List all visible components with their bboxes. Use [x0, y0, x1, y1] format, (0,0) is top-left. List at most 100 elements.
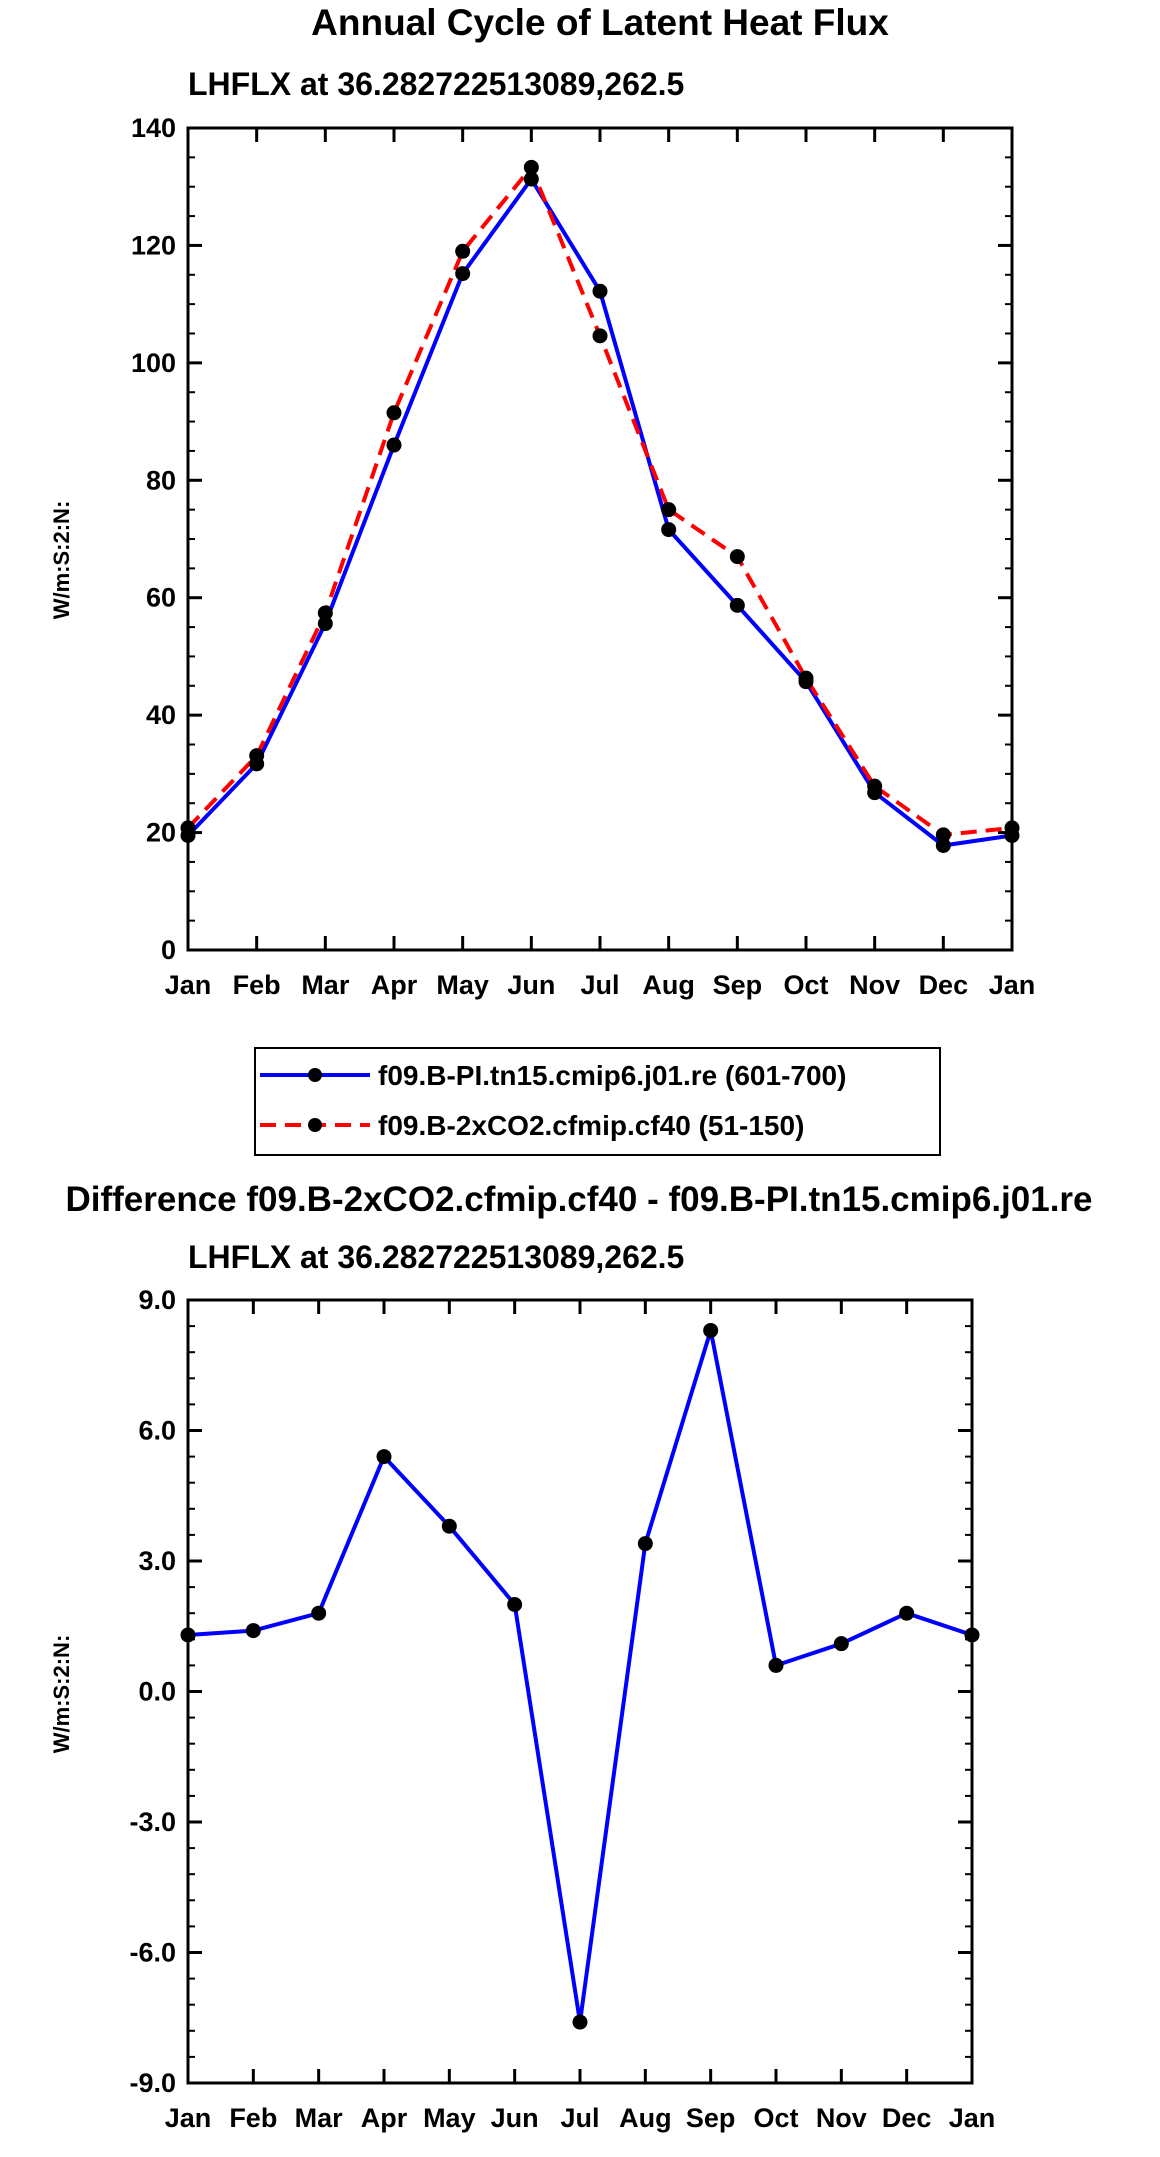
chart2-y-tick-labels: -9.0 -6.0 -3.0 0.0 3.0 6.0 9.0 [129, 1285, 176, 2098]
series-1-point [245, 1623, 261, 1639]
x-tick-label: Jun [491, 2103, 539, 2133]
x-tick-label: Feb [233, 970, 281, 1000]
x-tick-label: May [423, 2103, 476, 2133]
series-1-point [180, 1627, 196, 1643]
x-tick-label: Nov [816, 2103, 867, 2133]
x-tick-label: Apr [361, 2103, 408, 2133]
series-2-point [523, 159, 539, 175]
y-tick-label: 6.0 [138, 1416, 176, 1446]
series-1-point [311, 1605, 327, 1621]
y-tick-label: 140 [131, 113, 176, 143]
plot-frame [186, 1298, 974, 2085]
series-2-point [935, 827, 951, 843]
series-1-point [386, 437, 402, 453]
x-tick-label: Dec [882, 2103, 932, 2133]
y-tick-label: -6.0 [129, 1938, 176, 1968]
chart1-y-axis-label: W/m:S:2:N: [49, 501, 74, 620]
chart1-series-points [180, 159, 1020, 853]
legend-marker-series-1 [308, 1068, 322, 1082]
chart2-title: Difference f09.B-2xCO2.cfmip.cf40 - f09.… [65, 1180, 1092, 1219]
series-2-point [249, 748, 265, 764]
series-2-point [661, 502, 677, 518]
series-2-point [386, 405, 402, 421]
series-1-point [376, 1449, 392, 1465]
y-tick-label: 80 [146, 465, 176, 495]
legend-box [254, 1047, 941, 1156]
series-2-point [729, 549, 745, 565]
series-line-2 [186, 165, 1013, 837]
y-tick-label: 20 [146, 818, 176, 848]
chart2-x-tick-labels: Jan Feb Mar Apr May Jun Jul Aug Sep Oct Nov Dec Jan [165, 2103, 996, 2133]
chart1-x-tick-labels: Jan Feb Mar Apr May Jun Jul Aug Sep Oct Nov Dec Jan [165, 970, 1036, 1000]
x-tick-label: Oct [783, 970, 828, 1000]
y-tick-label: 100 [131, 348, 176, 378]
x-tick-label: Jan [989, 970, 1036, 1000]
series-1-point [899, 1605, 915, 1621]
series-2-point [317, 605, 333, 621]
series-2-point [867, 778, 883, 794]
chart1-title: Annual Cycle of Latent Heat Flux [311, 2, 889, 43]
chart1-axes [186, 126, 1014, 952]
y-tick-label: -9.0 [129, 2068, 176, 2098]
x-tick-label: Mar [295, 2103, 344, 2133]
chart1-series-lines [186, 165, 1013, 848]
chart2-subtitle: LHFLX at 36.282722513089,262.5 [188, 1239, 684, 1275]
series-1-point [317, 616, 333, 632]
x-tick-label: Oct [753, 2103, 798, 2133]
x-tick-label: Nov [849, 970, 900, 1000]
legend-label-series-2: f09.B-2xCO2.cfmip.cf40 (51-150) [378, 1110, 804, 1141]
series-1-point [964, 1627, 980, 1643]
x-tick-label: Jul [580, 970, 619, 1000]
series-1-point [523, 171, 539, 187]
y-tick-label: 9.0 [138, 1285, 176, 1315]
x-tick-label: Jun [507, 970, 555, 1000]
chart2-series-lines [187, 1328, 973, 2025]
x-tick-label: Jan [165, 2103, 212, 2133]
legend-marker-series-2 [308, 1118, 322, 1132]
series-1-point [441, 1518, 457, 1534]
plot-frame [186, 126, 1014, 952]
series-2-point [592, 328, 608, 344]
x-tick-label: Jan [949, 2103, 996, 2133]
x-tick-label: May [436, 970, 489, 1000]
x-tick-label: Jul [560, 2103, 599, 2133]
series-line-1 [187, 1328, 973, 2025]
chart1-legend: f09.B-PI.tn15.cmip6.j01.re (601-700) f09… [254, 1047, 941, 1156]
annual-cycle-chart: Annual Cycle of Latent Heat Flux LHFLX a… [49, 2, 1036, 1156]
series-line-1 [186, 177, 1013, 848]
chart1-subtitle: LHFLX at 36.282722513089,262.5 [188, 66, 684, 102]
y-tick-label: 0 [161, 935, 176, 965]
series-1-point [703, 1322, 719, 1338]
x-tick-label: Jan [165, 970, 212, 1000]
legend-label-series-1: f09.B-PI.tn15.cmip6.j01.re (601-700) [378, 1060, 846, 1091]
series-1-point [637, 1536, 653, 1552]
x-tick-label: Dec [919, 970, 969, 1000]
series-1-point [455, 266, 471, 282]
series-1-point [661, 522, 677, 538]
x-tick-label: Aug [619, 2103, 671, 2133]
x-tick-label: Sep [686, 2103, 736, 2133]
y-tick-label: 3.0 [138, 1546, 176, 1576]
series-1-point [507, 1597, 523, 1612]
difference-chart: Difference f09.B-2xCO2.cfmip.cf40 - f09.… [49, 1180, 1093, 2133]
x-tick-label: Aug [642, 970, 694, 1000]
chart2-y-axis-label: W/m:S:2:N: [49, 1635, 74, 1754]
chart2-series-points [180, 1322, 980, 2030]
series-1-point [592, 283, 608, 299]
series-1-point [833, 1636, 849, 1652]
series-1-point [572, 2014, 588, 2030]
x-tick-label: Apr [371, 970, 418, 1000]
y-tick-label: 0.0 [138, 1677, 176, 1707]
series-2-point [455, 243, 471, 259]
series-2-point [1004, 820, 1020, 836]
y-tick-label: 60 [146, 583, 176, 613]
y-tick-label: 40 [146, 700, 176, 730]
y-tick-label: 120 [131, 230, 176, 260]
y-tick-label: -3.0 [129, 1807, 176, 1837]
x-tick-label: Mar [301, 970, 350, 1000]
series-1-point [768, 1657, 784, 1673]
chart1-y-tick-labels: 0 20 40 60 80 100 120 140 [131, 113, 176, 965]
series-1-point [935, 837, 951, 853]
series-2-point [798, 670, 814, 686]
